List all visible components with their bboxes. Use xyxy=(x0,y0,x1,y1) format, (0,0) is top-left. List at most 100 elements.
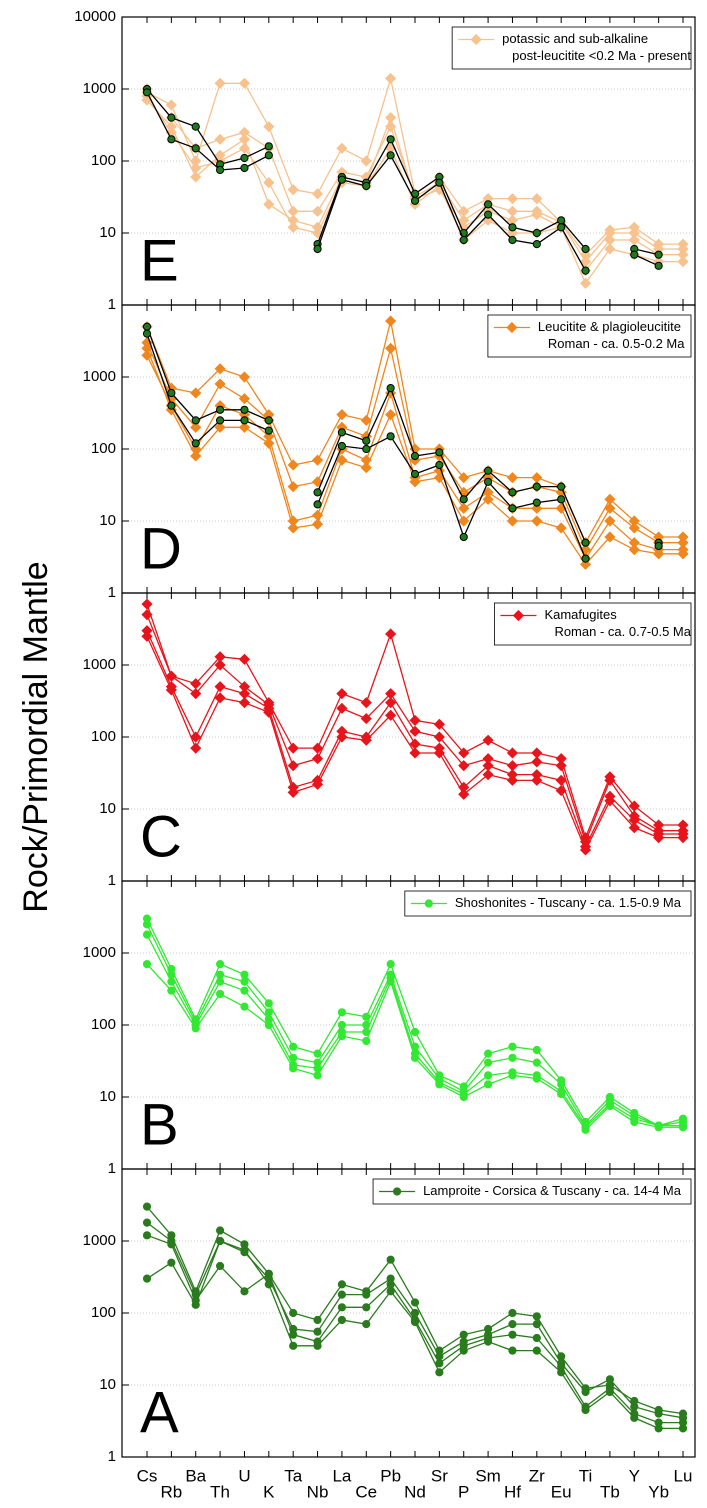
data-point xyxy=(165,684,177,696)
data-point xyxy=(410,1053,420,1062)
data-point xyxy=(311,454,324,466)
legend-box xyxy=(372,1178,692,1205)
data-point xyxy=(362,1036,371,1046)
data-point xyxy=(362,436,371,445)
data-point xyxy=(532,228,541,238)
data-point xyxy=(483,477,493,486)
plot-frame xyxy=(121,1168,696,1458)
x-tick-label: Pb xyxy=(380,1466,401,1485)
data-point xyxy=(191,1024,200,1033)
data-point xyxy=(289,1064,298,1073)
data-point xyxy=(604,515,616,527)
data-point xyxy=(264,1008,273,1017)
data-point xyxy=(167,135,176,144)
series-line xyxy=(146,99,683,272)
data-point xyxy=(142,960,152,969)
y-tick-label: 10 xyxy=(99,800,116,817)
data-point xyxy=(287,184,299,196)
data-point xyxy=(458,788,470,800)
data-point xyxy=(337,1280,347,1289)
data-point xyxy=(263,437,275,449)
y-tick-label: 1 xyxy=(108,296,116,313)
data-point xyxy=(532,1045,541,1055)
x-tick-label: Th xyxy=(210,1482,230,1501)
data-point xyxy=(142,930,152,939)
data-point xyxy=(238,393,251,405)
data-point xyxy=(386,135,395,144)
legend-box xyxy=(494,602,692,646)
data-point xyxy=(630,1413,639,1422)
legend-label: Leucitite & plagioleucitite xyxy=(538,319,681,334)
data-point xyxy=(191,144,200,153)
data-point xyxy=(531,515,543,527)
data-point xyxy=(385,409,397,421)
data-point xyxy=(532,1074,541,1083)
y-tick-label: 1 xyxy=(108,584,116,601)
data-point xyxy=(238,653,251,665)
data-point xyxy=(435,1359,444,1368)
data-point xyxy=(313,1327,322,1336)
data-point xyxy=(506,193,519,205)
data-point xyxy=(287,786,299,798)
data-point xyxy=(240,1002,249,1011)
series-line xyxy=(146,918,684,1127)
x-tick-label: P xyxy=(458,1482,469,1501)
y-tick-label: 1 xyxy=(108,1160,116,1177)
data-point xyxy=(311,476,324,488)
data-point xyxy=(214,659,226,671)
data-point xyxy=(579,277,592,289)
data-point xyxy=(190,387,202,399)
legend-box xyxy=(451,26,692,70)
x-tick-label: Ce xyxy=(355,1482,377,1501)
y-tick-label: 1000 xyxy=(83,1232,116,1249)
data-point xyxy=(581,266,590,275)
data-point xyxy=(289,1341,298,1350)
y-tick-label: 1000 xyxy=(83,944,116,961)
x-tick-label: Cs xyxy=(137,1466,158,1485)
data-point xyxy=(654,1123,663,1132)
data-point xyxy=(458,502,470,514)
plot-frame xyxy=(121,880,696,1170)
data-point xyxy=(677,832,689,844)
data-point xyxy=(532,240,541,249)
data-point xyxy=(215,405,225,414)
data-point xyxy=(409,714,421,726)
data-point xyxy=(311,518,324,530)
series-line xyxy=(146,78,683,256)
data-point xyxy=(628,227,640,239)
data-point xyxy=(459,1330,468,1339)
data-point xyxy=(337,428,347,437)
data-point xyxy=(167,1258,176,1267)
data-point xyxy=(386,977,395,986)
data-point xyxy=(386,432,395,441)
data-point xyxy=(532,1333,541,1343)
legend-box xyxy=(487,314,692,358)
data-point xyxy=(141,342,153,354)
data-point xyxy=(263,706,275,718)
data-point xyxy=(214,77,226,89)
data-point xyxy=(677,243,689,255)
data-point xyxy=(532,1346,541,1355)
data-point xyxy=(386,1255,395,1264)
data-point xyxy=(336,688,348,700)
data-point xyxy=(240,986,249,995)
data-point xyxy=(313,1315,322,1325)
data-point xyxy=(605,1101,615,1111)
data-point xyxy=(508,1053,517,1062)
data-point xyxy=(141,630,153,642)
data-point xyxy=(433,718,445,730)
data-point xyxy=(531,193,543,205)
data-point xyxy=(215,960,225,969)
data-point xyxy=(214,421,226,433)
data-point xyxy=(508,1042,517,1051)
data-point xyxy=(458,747,470,759)
data-point xyxy=(264,416,273,425)
data-point xyxy=(470,33,482,46)
data-point xyxy=(605,1387,615,1397)
data-point xyxy=(215,1261,225,1271)
data-point xyxy=(142,1202,152,1211)
data-point xyxy=(240,970,249,979)
data-point xyxy=(313,1049,322,1058)
data-point xyxy=(337,1032,347,1041)
data-point xyxy=(263,121,275,133)
